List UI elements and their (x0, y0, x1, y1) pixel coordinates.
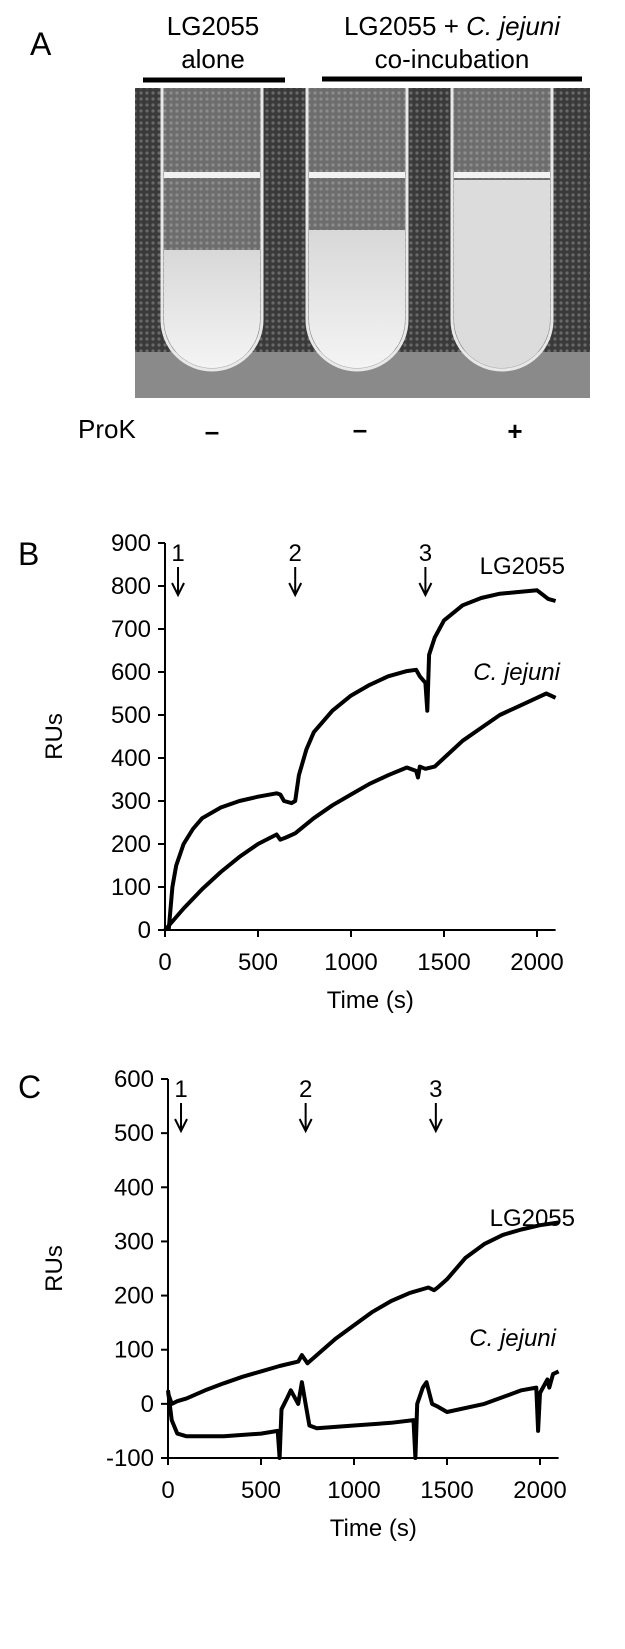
y-tick-label: 500 (111, 702, 151, 729)
event-arrow (428, 1103, 443, 1134)
event-label: 1 (174, 1076, 187, 1103)
x-tick-label: 2000 (510, 949, 563, 976)
event-arrow (288, 567, 303, 598)
panel-label: A (30, 26, 52, 62)
series-line (166, 1220, 559, 1406)
series-line (166, 1369, 560, 1460)
photo (135, 88, 590, 398)
x-tick-label: 500 (241, 1477, 281, 1504)
event-label: 3 (419, 540, 432, 567)
y-tick-label: -100 (106, 1445, 154, 1472)
group-label: LG2055 + C. jejuni (344, 11, 561, 41)
x-tick-label: 1500 (417, 949, 470, 976)
x-axis-label: Time (s) (330, 1515, 417, 1542)
series-label: C. jejuni (469, 1325, 556, 1352)
y-tick-label: 200 (111, 831, 151, 858)
y-tick-label: 300 (111, 788, 151, 815)
y-tick-label: 0 (138, 917, 151, 944)
x-tick-label: 1000 (324, 949, 377, 976)
x-axis-label: Time (s) (327, 987, 414, 1014)
y-tick-label: 600 (114, 1066, 154, 1093)
label-part: C. jejuni (466, 11, 561, 41)
row-label: ProK (78, 414, 136, 444)
y-tick-label: 200 (114, 1283, 154, 1310)
x-tick-label: 0 (158, 949, 171, 976)
label-part: LG2055 + (344, 11, 466, 41)
y-axis-label: RUs (41, 1245, 68, 1292)
y-tick-label: 300 (114, 1228, 154, 1255)
series-line (166, 588, 557, 931)
group-label: alone (181, 44, 245, 74)
x-tick-label: 500 (238, 949, 278, 976)
event-label: 2 (289, 540, 302, 567)
treatment: – (353, 414, 367, 444)
y-tick-label: 0 (141, 1391, 154, 1418)
series-label: LG2055 (490, 1205, 575, 1232)
y-tick-label: 100 (111, 874, 151, 901)
series-line (163, 691, 557, 932)
y-tick-label: 400 (111, 745, 151, 772)
y-tick-label: 100 (114, 1337, 154, 1364)
event-label: 3 (429, 1076, 442, 1103)
y-axis-label: RUs (41, 713, 68, 760)
treatment: – (205, 416, 219, 446)
event-arrow (171, 567, 185, 598)
panel-label: B (18, 536, 39, 572)
group-label: co-incubation (375, 44, 530, 74)
x-tick-label: 0 (161, 1477, 174, 1504)
y-tick-label: 900 (111, 530, 151, 557)
series-label: C. jejuni (473, 659, 560, 686)
group-label: LG2055 (167, 11, 260, 41)
series-label: LG2055 (480, 553, 565, 580)
event-label: 1 (171, 540, 184, 567)
event-arrow (418, 567, 433, 598)
panel-label: C (18, 1069, 41, 1105)
y-tick-label: 500 (114, 1120, 154, 1147)
y-tick-label: 600 (111, 659, 151, 686)
event-arrow (298, 1103, 313, 1134)
x-tick-label: 1000 (327, 1477, 380, 1504)
y-tick-label: 700 (111, 616, 151, 643)
y-tick-label: 800 (111, 573, 151, 600)
treatment: + (507, 416, 522, 446)
x-tick-label: 1500 (420, 1477, 473, 1504)
x-tick-label: 2000 (513, 1477, 566, 1504)
event-label: 2 (299, 1076, 312, 1103)
y-tick-label: 400 (114, 1174, 154, 1201)
event-arrow (174, 1103, 188, 1134)
